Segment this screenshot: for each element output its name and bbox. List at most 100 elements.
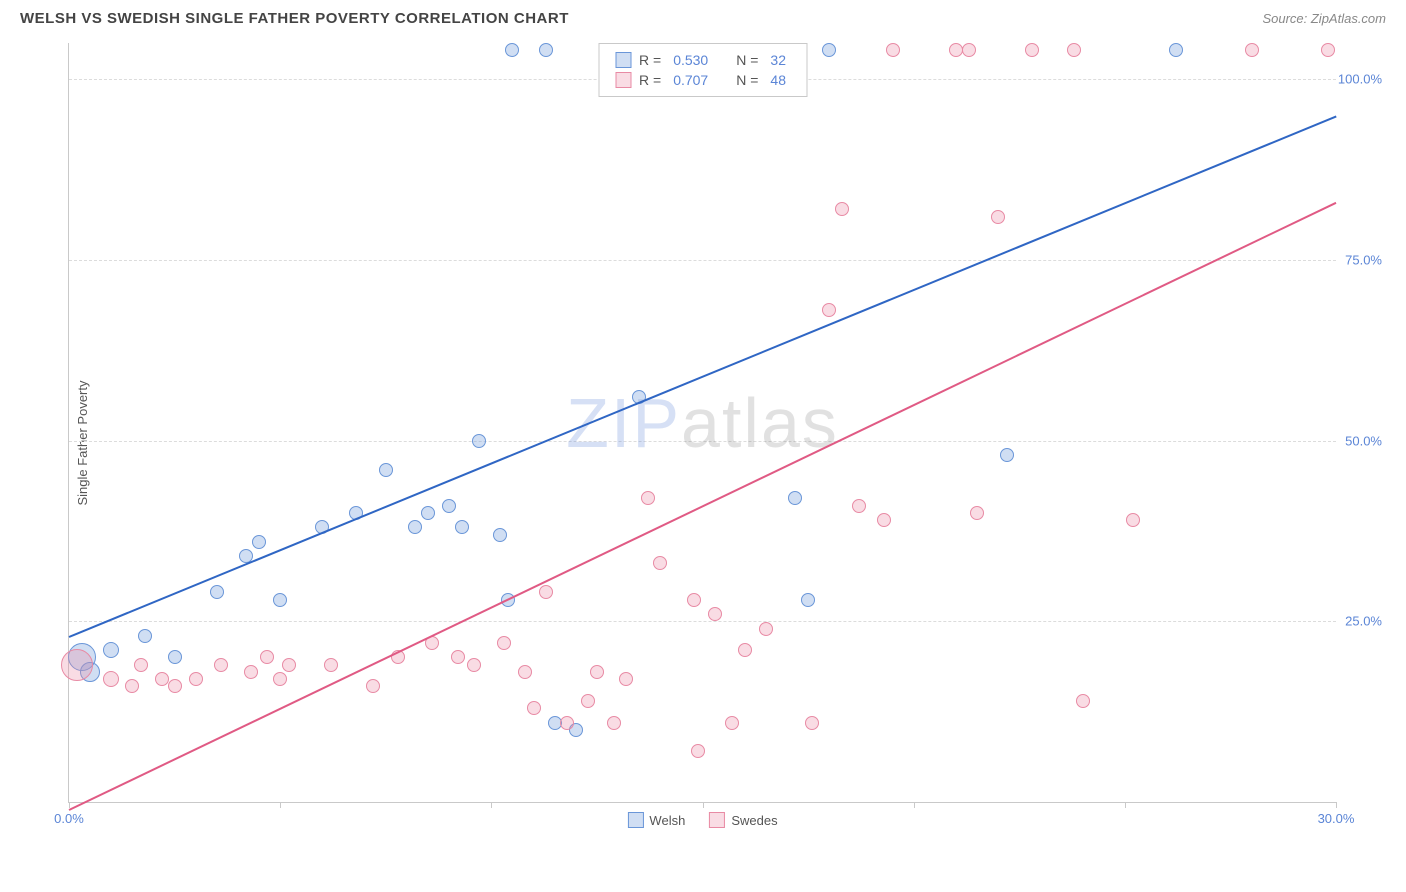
header: WELSH VS SWEDISH SINGLE FATHER POVERTY C…	[0, 0, 1406, 33]
data-point-welsh	[138, 629, 152, 643]
data-point-swedes	[835, 202, 849, 216]
legend-r-value: 0.707	[673, 72, 708, 88]
data-point-swedes	[260, 650, 274, 664]
source-label: Source: ZipAtlas.com	[1262, 11, 1386, 26]
data-point-welsh	[455, 520, 469, 534]
legend-r-label: R =	[639, 72, 661, 88]
data-point-swedes	[852, 499, 866, 513]
x-tick	[491, 802, 492, 808]
data-point-swedes	[560, 716, 574, 730]
legend-swatch	[615, 72, 631, 88]
legend-r-value: 0.530	[673, 52, 708, 68]
y-tick-label: 25.0%	[1345, 614, 1382, 629]
legend-swatch	[615, 52, 631, 68]
y-tick-label: 100.0%	[1338, 72, 1382, 87]
data-point-swedes	[539, 585, 553, 599]
data-point-swedes	[1067, 43, 1081, 57]
chart-container: Single Father Poverty ZIPatlas R =0.530N…	[48, 33, 1386, 853]
legend-label: Welsh	[649, 813, 685, 828]
series-legend: Welsh Swedes	[627, 812, 777, 828]
data-point-welsh	[252, 535, 266, 549]
legend-n-label: N =	[736, 72, 758, 88]
data-point-swedes	[125, 679, 139, 693]
legend-item-welsh: Welsh	[627, 812, 685, 828]
data-point-swedes	[687, 593, 701, 607]
data-point-swedes	[822, 303, 836, 317]
data-point-swedes	[1245, 43, 1259, 57]
data-point-swedes	[970, 506, 984, 520]
data-point-swedes	[324, 658, 338, 672]
data-point-welsh	[421, 506, 435, 520]
data-point-swedes	[991, 210, 1005, 224]
data-point-swedes	[467, 658, 481, 672]
data-point-swedes	[1321, 43, 1335, 57]
data-point-swedes	[1126, 513, 1140, 527]
legend-r-label: R =	[639, 52, 661, 68]
x-tick-label: 30.0%	[1318, 811, 1355, 826]
data-point-welsh	[1000, 448, 1014, 462]
data-point-swedes	[653, 556, 667, 570]
legend-swatch	[627, 812, 643, 828]
x-tick-label: 0.0%	[54, 811, 84, 826]
data-point-swedes	[366, 679, 380, 693]
data-point-swedes	[1025, 43, 1039, 57]
data-point-swedes	[61, 649, 93, 681]
gridline	[69, 441, 1336, 442]
watermark: ZIPatlas	[566, 383, 839, 463]
gridline	[69, 260, 1336, 261]
plot-area: ZIPatlas R =0.530N =32R =0.707N =48 Wels…	[68, 43, 1336, 803]
legend-row-welsh: R = 0.530 N = 32	[615, 50, 790, 70]
data-point-swedes	[581, 694, 595, 708]
data-point-welsh	[273, 593, 287, 607]
data-point-welsh	[788, 491, 802, 505]
data-point-welsh	[539, 43, 553, 57]
data-point-swedes	[590, 665, 604, 679]
x-tick	[703, 802, 704, 808]
data-point-swedes	[708, 607, 722, 621]
data-point-swedes	[725, 716, 739, 730]
data-point-swedes	[103, 671, 119, 687]
data-point-swedes	[214, 658, 228, 672]
data-point-welsh	[103, 642, 119, 658]
gridline	[69, 621, 1336, 622]
data-point-swedes	[641, 491, 655, 505]
data-point-welsh	[1169, 43, 1183, 57]
data-point-swedes	[527, 701, 541, 715]
data-point-swedes	[168, 679, 182, 693]
legend-n-label: N =	[736, 52, 758, 68]
legend-item-swedes: Swedes	[709, 812, 777, 828]
data-point-swedes	[877, 513, 891, 527]
correlation-legend: R = 0.530 N = 32 R = 0.707 N = 48	[598, 43, 807, 97]
data-point-swedes	[738, 643, 752, 657]
data-point-swedes	[691, 744, 705, 758]
data-point-swedes	[518, 665, 532, 679]
x-tick	[1336, 802, 1337, 808]
data-point-swedes	[282, 658, 296, 672]
data-point-swedes	[759, 622, 773, 636]
data-point-welsh	[822, 43, 836, 57]
legend-n-value: 48	[770, 72, 786, 88]
data-point-swedes	[451, 650, 465, 664]
legend-label: Swedes	[731, 813, 777, 828]
x-tick	[914, 802, 915, 808]
data-point-swedes	[886, 43, 900, 57]
data-point-welsh	[210, 585, 224, 599]
data-point-welsh	[472, 434, 486, 448]
legend-n-value: 32	[770, 52, 786, 68]
data-point-swedes	[189, 672, 203, 686]
data-point-welsh	[801, 593, 815, 607]
y-tick-label: 75.0%	[1345, 252, 1382, 267]
data-point-swedes	[619, 672, 633, 686]
chart-title: WELSH VS SWEDISH SINGLE FATHER POVERTY C…	[20, 10, 569, 27]
data-point-welsh	[505, 43, 519, 57]
data-point-swedes	[273, 672, 287, 686]
data-point-swedes	[805, 716, 819, 730]
data-point-swedes	[962, 43, 976, 57]
trend-line-swedes	[69, 202, 1337, 811]
data-point-swedes	[607, 716, 621, 730]
data-point-swedes	[497, 636, 511, 650]
legend-row-swedes: R = 0.707 N = 48	[615, 70, 790, 90]
x-tick	[280, 802, 281, 808]
data-point-welsh	[493, 528, 507, 542]
data-point-swedes	[134, 658, 148, 672]
